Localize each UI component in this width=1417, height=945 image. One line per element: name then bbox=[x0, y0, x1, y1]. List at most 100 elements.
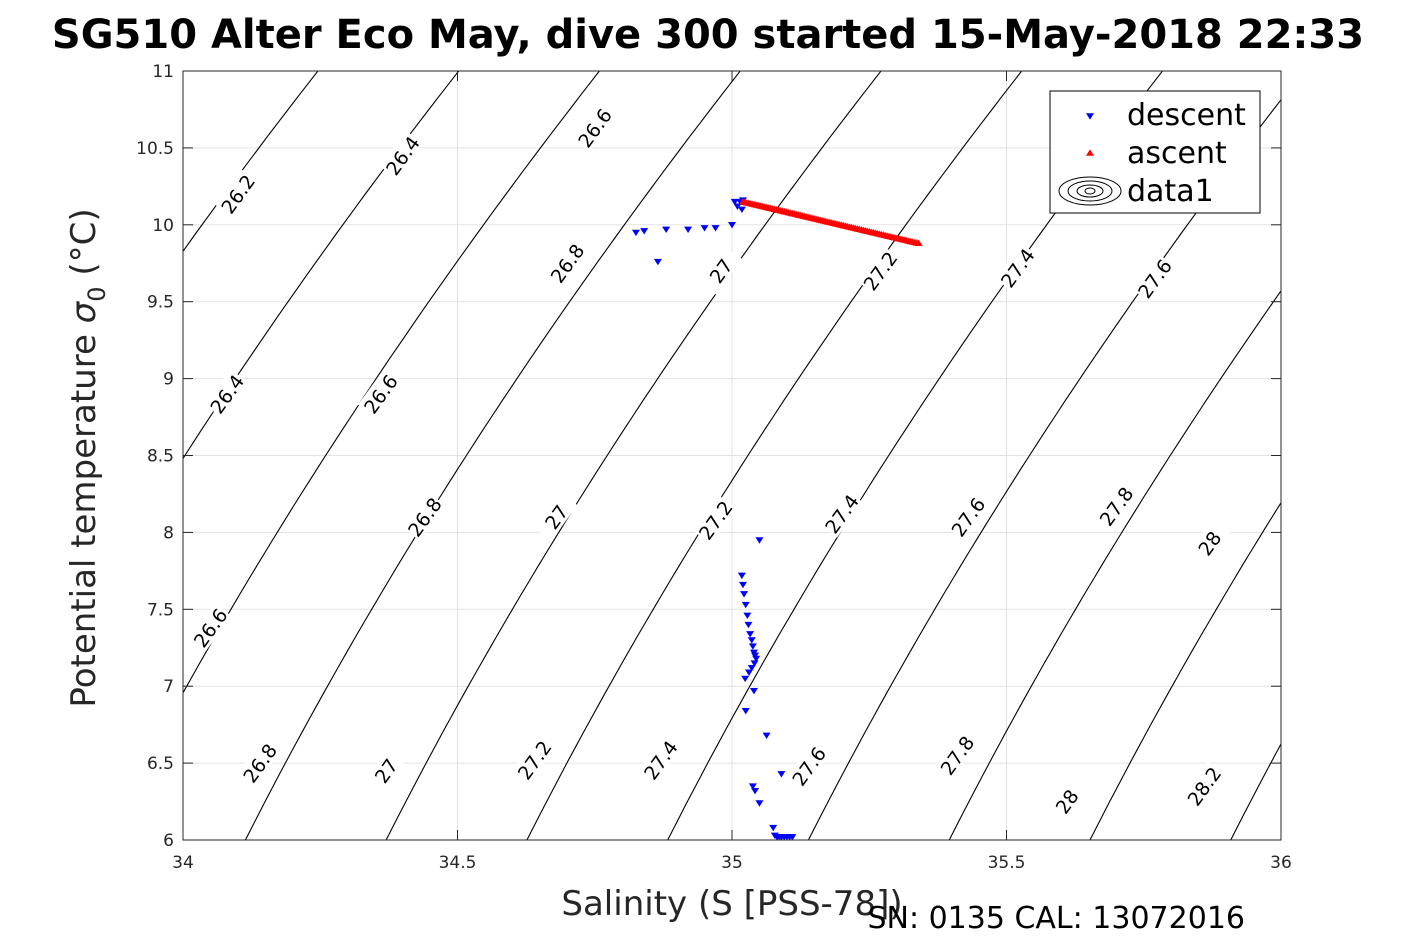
x-tick-label: 36 bbox=[1270, 853, 1292, 873]
y-tick-label: 6.5 bbox=[147, 754, 174, 774]
descent-point bbox=[741, 675, 750, 683]
descent-point bbox=[711, 225, 720, 232]
contour-label-bg bbox=[698, 246, 743, 295]
legend-label-descent: descent bbox=[1127, 98, 1246, 133]
legend-label-data1: data1 bbox=[1127, 174, 1214, 209]
contour-label-bg bbox=[692, 495, 737, 544]
legend-marker-descent bbox=[1086, 113, 1094, 120]
descent-point bbox=[743, 612, 752, 620]
y-tick-label: 9 bbox=[163, 370, 174, 390]
isopycnal-line-7 bbox=[526, 71, 1023, 840]
isopycnal-line-11 bbox=[1089, 501, 1281, 840]
descent-point bbox=[700, 225, 709, 232]
y-tick-label: 7.5 bbox=[147, 600, 174, 620]
descent-point bbox=[653, 258, 662, 266]
x-axis-label: Salinity (S [PSS-78]) bbox=[561, 884, 902, 924]
legend-marker-contour-ring-2 bbox=[1076, 184, 1104, 198]
y-tick-label: 7 bbox=[163, 677, 174, 697]
serial-calibration-footer: SN: 0135 CAL: 13072016 bbox=[867, 901, 1245, 936]
descent-point bbox=[631, 229, 640, 237]
contour-label-bg bbox=[357, 369, 402, 418]
y-axis-label-sigma: σ bbox=[64, 300, 104, 323]
descent-point bbox=[737, 572, 746, 580]
x-tick-label: 35.5 bbox=[988, 853, 1026, 873]
legend-marker-contour-ring-3 bbox=[1084, 187, 1096, 195]
contour-label-bg bbox=[572, 103, 616, 152]
y-tick-label: 11 bbox=[152, 62, 174, 82]
descent-point bbox=[747, 664, 756, 672]
descent-point bbox=[740, 591, 749, 598]
contour-label-bg bbox=[215, 169, 259, 218]
descent-point bbox=[733, 203, 742, 210]
contour-label-bg bbox=[819, 489, 863, 538]
contour-label-bg bbox=[1186, 518, 1231, 567]
descent-point bbox=[750, 660, 759, 667]
contour-label-bg bbox=[401, 492, 446, 541]
isopycnal-line-10 bbox=[948, 289, 1281, 840]
legend-markers bbox=[1058, 113, 1122, 206]
contour-label-bg bbox=[511, 735, 556, 784]
descent-point bbox=[737, 206, 746, 214]
descent-point bbox=[662, 226, 671, 234]
y-tick-label: 8 bbox=[163, 523, 174, 543]
y-axis-label: Potential temperature σ0 (°C) bbox=[64, 208, 111, 707]
y-tick-label: 10.5 bbox=[136, 139, 174, 159]
axis-ticks: 34 34.5 35 35.5 36 6 6.5 7 7.5 8 8.5 9 9.5 10 10.5 11 bbox=[136, 62, 1292, 873]
contour-label-bg bbox=[934, 730, 979, 780]
legend-box bbox=[1049, 90, 1261, 214]
x-tick-label: 34 bbox=[172, 853, 194, 873]
y-tick-label: 8.5 bbox=[147, 447, 174, 467]
descent-point bbox=[788, 834, 797, 840]
descent-point bbox=[745, 669, 754, 676]
y-tick-label: 10 bbox=[152, 216, 174, 236]
y-axis-label-subscript: 0 bbox=[83, 286, 111, 301]
isopycnal-line-5 bbox=[244, 71, 741, 840]
descent-point bbox=[777, 771, 786, 778]
legend: descent ascent data1 bbox=[1049, 90, 1261, 214]
descent-point bbox=[749, 688, 758, 695]
contour-label-bg bbox=[1181, 761, 1226, 810]
descent-point bbox=[730, 198, 739, 206]
descent-point bbox=[755, 800, 764, 807]
isopycnal-line-0 bbox=[0, 40, 61, 871]
contour-label-bg bbox=[379, 130, 424, 180]
x-tick-label: 34.5 bbox=[439, 853, 477, 873]
isopycnal-line-4 bbox=[183, 71, 601, 694]
legend-marker-ascent bbox=[1086, 149, 1094, 156]
contour-label-bg bbox=[544, 238, 589, 287]
contour-label-bg bbox=[945, 492, 990, 541]
descent-point bbox=[748, 643, 757, 650]
y-axis-label-main: Potential temperature bbox=[64, 323, 104, 707]
descent-point bbox=[728, 222, 736, 229]
chart-title: SG510 Alter Eco May, dive 300 started 15… bbox=[52, 12, 1364, 58]
contour-label-bg bbox=[1093, 481, 1138, 530]
contour-label-bg bbox=[786, 741, 830, 790]
contour-label-bg bbox=[363, 745, 408, 795]
descent-point bbox=[751, 787, 760, 795]
descent-point bbox=[747, 637, 756, 644]
legend-marker-contour-ring-0 bbox=[1058, 176, 1122, 206]
contour-label-bg bbox=[637, 735, 682, 784]
descent-point bbox=[746, 631, 755, 638]
contour-label-bg bbox=[857, 246, 902, 295]
descent-point bbox=[640, 228, 649, 235]
contour-label-bg bbox=[994, 243, 1039, 292]
descent-point bbox=[741, 601, 750, 609]
descent-point bbox=[752, 655, 761, 663]
descent-point bbox=[762, 732, 771, 740]
contour-label-bg bbox=[533, 492, 578, 541]
descent-point bbox=[769, 824, 778, 832]
contour-label-bg bbox=[1044, 776, 1088, 826]
legend-label-ascent: ascent bbox=[1127, 136, 1227, 171]
descent-point bbox=[741, 708, 750, 715]
y-axis-label-unit: (°C) bbox=[64, 208, 104, 286]
contour-label-bg bbox=[237, 738, 281, 787]
ascent-point bbox=[914, 239, 923, 247]
x-tick-label: 35 bbox=[721, 853, 743, 873]
contour-label-bg bbox=[1132, 253, 1176, 303]
y-tick-label: 6 bbox=[163, 831, 174, 851]
descent-point bbox=[684, 226, 693, 234]
descent-point bbox=[738, 581, 747, 589]
contour-label-bg bbox=[204, 369, 248, 418]
